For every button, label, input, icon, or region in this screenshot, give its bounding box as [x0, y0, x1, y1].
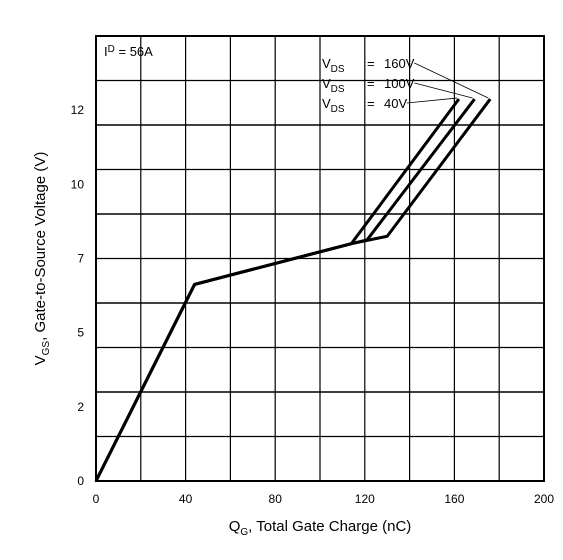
y-tick-label: 2	[77, 400, 84, 414]
series-line	[94, 98, 461, 482]
series-line	[94, 98, 492, 482]
vds-leader-line	[414, 82, 473, 99]
x-axis-label: QG, Total Gate Charge (nC)	[229, 518, 412, 538]
x-tick-label: 80	[269, 492, 283, 506]
y-axis-label: VGS, Gate-to-Source Voltage (V)	[32, 152, 52, 366]
y-tick-label: 12	[71, 103, 85, 117]
data-series	[94, 98, 492, 482]
x-tick-label: 200	[534, 492, 554, 506]
grid-lines	[96, 36, 544, 481]
vds-label: VDS = 100V	[322, 76, 415, 95]
x-tick-label: 40	[179, 492, 193, 506]
plot-frame	[95, 35, 545, 482]
y-tick-label: 7	[77, 252, 84, 266]
vds-leader-line	[414, 62, 489, 99]
id-annotation: ID = 56A	[104, 44, 153, 59]
vds-label: VDS = 160V	[322, 56, 415, 75]
y-tick-label: 0	[77, 474, 84, 488]
tick-labels: 0 40 80 120 160 200 0 2 5 7 10 12	[71, 103, 555, 506]
x-tick-label: 160	[444, 492, 464, 506]
x-tick-label: 0	[93, 492, 100, 506]
y-tick-label: 5	[77, 326, 84, 340]
x-tick-label: 120	[355, 492, 375, 506]
vds-leader-line	[406, 97, 457, 104]
y-tick-label: 10	[71, 177, 85, 191]
vds-label: VDS = 40V	[322, 96, 407, 115]
